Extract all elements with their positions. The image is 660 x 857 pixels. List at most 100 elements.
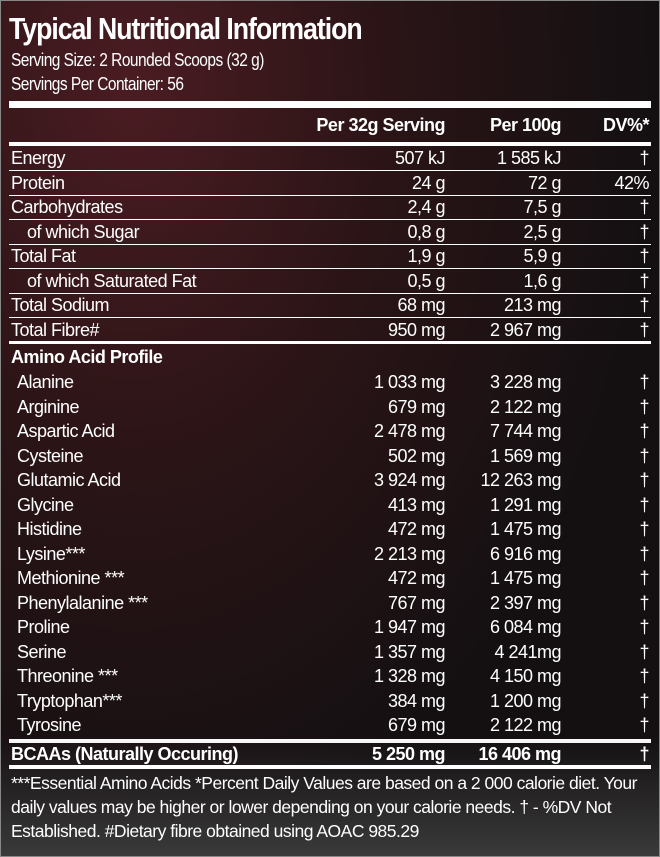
table-row: Methionine *** 472 mg 1 475 mg † [9, 566, 651, 590]
cell-serving: 1 033 mg [373, 372, 446, 392]
cell-label: Alanine [17, 372, 74, 392]
cell-dv: † [639, 641, 649, 662]
cell-dv: † [639, 592, 649, 613]
cell-dv: † [639, 246, 649, 266]
cell-label: Total Fibre# [11, 319, 100, 340]
cell-serving: 1,9 g [407, 246, 445, 266]
cell-serving: 2,4 g [407, 197, 445, 217]
table-row: Tyrosine 679 mg 2 122 mg † [9, 713, 651, 737]
cell-dv: † [639, 270, 649, 291]
cell-dv: † [639, 543, 649, 564]
cell-per100: 1 475 mg [489, 568, 562, 588]
cell-dv: † [639, 519, 649, 539]
table-row: Glutamic Acid 3 924 mg 12 263 mg † [9, 468, 651, 492]
cell-label: Aspartic Acid [17, 421, 115, 441]
bcaa-per100: 16 406 mg [478, 744, 561, 764]
cell-label: Methionine *** [17, 568, 125, 588]
cell-label: Cysteine [17, 445, 84, 466]
amino-heading-label: Amino Acid Profile [11, 347, 163, 367]
amino-heading: Amino Acid Profile [9, 345, 651, 369]
cell-serving: 950 mg [387, 319, 446, 340]
cell-per100: 2 967 mg [489, 319, 562, 340]
bcaa-dv: † [639, 744, 649, 764]
header-per-100g: Per 100g [489, 115, 562, 135]
cell-dv: † [639, 445, 649, 466]
cell-serving: 384 mg [387, 690, 446, 711]
table-row: Total Fibre# 950 mg 2 967 mg † [9, 318, 651, 343]
table-row: Energy 507 kJ 1 585 kJ † [9, 146, 651, 171]
cell-label: Carbohydrates [11, 197, 123, 217]
table-row: Arginine 679 mg 2 122 mg † [9, 395, 651, 419]
cell-per100: 72 g [527, 172, 562, 193]
cell-per100: 2 397 mg [489, 592, 562, 613]
cell-serving: 68 mg [397, 295, 445, 315]
page-title: Typical Nutritional Information [9, 11, 363, 46]
cell-dv: † [639, 319, 649, 340]
cell-dv: † [639, 372, 649, 392]
cell-dv: † [639, 148, 649, 168]
table-row: Glycine 413 mg 1 291 mg † [9, 493, 651, 517]
cell-dv: † [639, 421, 649, 441]
cell-serving: 679 mg [387, 715, 446, 735]
cell-label: Protein [11, 172, 65, 193]
cell-per100: 6 916 mg [489, 543, 562, 564]
servings-per-container: Servings Per Container: 56 [11, 74, 184, 94]
cell-label: Serine [17, 641, 67, 662]
cell-serving: 0,5 g [407, 270, 445, 291]
cell-label: Threonine *** [17, 666, 118, 686]
cell-serving: 472 mg [387, 568, 446, 588]
cell-dv: † [639, 470, 649, 490]
header-dv: DV%* [602, 115, 650, 135]
cell-label: of which Saturated Fat [27, 270, 197, 291]
table-row: Threonine *** 1 328 mg 4 150 mg † [9, 664, 651, 688]
cell-label: Histidine [17, 519, 82, 539]
cell-dv: † [639, 396, 649, 417]
cell-serving: 24 g [411, 172, 446, 193]
cell-per100: 1 200 mg [489, 690, 562, 711]
cell-label: Proline [17, 617, 70, 637]
table-header: Per 32g Serving Per 100g DV%* [9, 113, 651, 137]
cell-dv: † [639, 494, 649, 515]
cell-label: Tryptophan*** [17, 690, 122, 711]
table-row: Proline 1 947 mg 6 084 mg † [9, 615, 651, 639]
cell-dv: † [639, 221, 649, 242]
table-row: Total Sodium 68 mg 213 mg † [9, 293, 651, 318]
table-row: Carbohydrates 2,4 g 7,5 g † [9, 195, 651, 220]
cell-label: Total Sodium [11, 295, 110, 315]
table-row: Aspartic Acid 2 478 mg 7 744 mg † [9, 419, 651, 443]
cell-serving: 472 mg [387, 519, 446, 539]
cell-per100: 12 263 mg [480, 470, 561, 490]
cell-per100: 2,5 g [523, 221, 561, 242]
cell-per100: 2 122 mg [489, 396, 562, 417]
table-row: Phenylalanine *** 767 mg 2 397 mg † [9, 591, 651, 615]
cell-per100: 213 mg [503, 295, 562, 315]
cell-per100: 1 475 mg [489, 519, 562, 539]
cell-label: Glycine [17, 494, 74, 515]
footnote: ***Essential Amino Acids *Percent Daily … [11, 773, 637, 841]
serving-size: Serving Size: 2 Rounded Scoops (32 g) [11, 50, 264, 70]
cell-dv: † [639, 568, 649, 588]
bcaa-row: BCAAs (Naturally Occuring) 5 250 mg 16 4… [9, 742, 651, 766]
cell-dv: † [639, 690, 649, 711]
cell-dv: † [639, 617, 649, 637]
cell-label: Lysine*** [17, 543, 85, 564]
cell-serving: 413 mg [387, 494, 446, 515]
divider-thick [9, 142, 651, 146]
table-row: Tryptophan*** 384 mg 1 200 mg † [9, 689, 651, 713]
cell-label: Tyrosine [17, 715, 82, 735]
cell-serving: 679 mg [387, 396, 446, 417]
cell-dv: † [639, 295, 649, 315]
cell-label: Glutamic Acid [17, 470, 121, 490]
cell-per100: 4 150 mg [489, 666, 562, 686]
cell-dv: 42% [614, 172, 649, 193]
cell-label: Phenylalanine *** [17, 592, 148, 613]
bcaa-label: BCAAs (Naturally Occuring) [11, 744, 239, 764]
cell-label: Energy [11, 148, 66, 168]
divider [9, 341, 651, 344]
divider-thick [9, 101, 651, 108]
cell-per100: 1,6 g [523, 270, 561, 291]
table-row: of which Saturated Fat 0,5 g 1,6 g † [9, 269, 651, 294]
cell-serving: 1 357 mg [373, 641, 446, 662]
cell-dv: † [639, 666, 649, 686]
cell-serving: 2 213 mg [373, 543, 446, 564]
